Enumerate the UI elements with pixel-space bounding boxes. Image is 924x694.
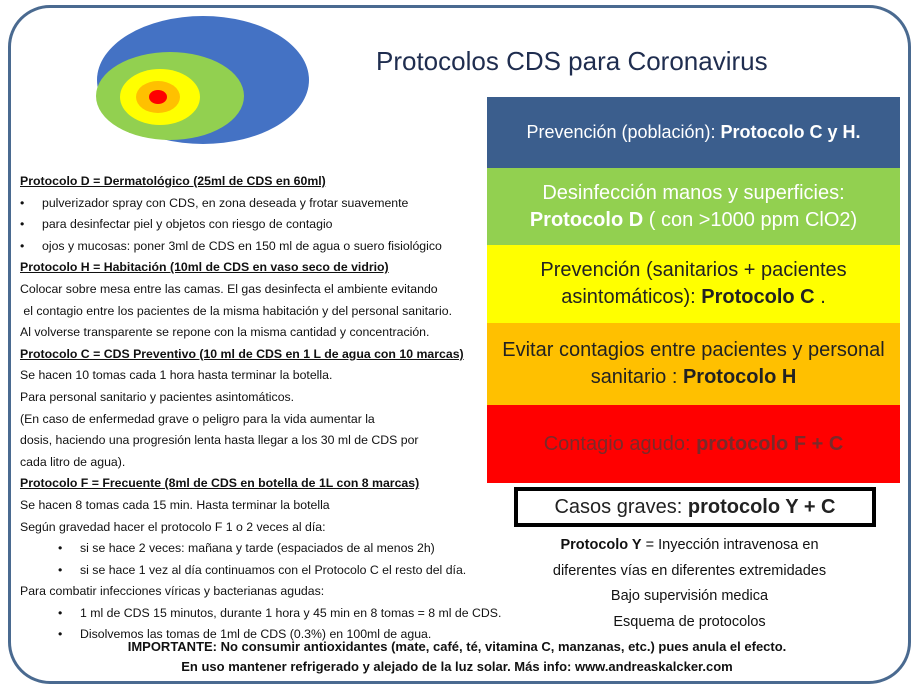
text-line: Se hacen 10 tomas cada 1 hora hasta term…	[20, 368, 333, 383]
list-item: 1 ml de CDS 15 minutos, durante 1 hora y…	[20, 603, 501, 625]
box-text: Contagio agudo:	[543, 432, 697, 455]
protocol-details: Protocolo D = Dermatológico (25ml de CDS…	[20, 171, 501, 646]
text-line: Al volverse transparente se repone con l…	[20, 325, 430, 340]
text-line: Para personal sanitario y pacientes asin…	[20, 389, 295, 404]
box-severe-cases: Casos graves: protocolo Y + C	[514, 487, 876, 527]
list-item: para desinfectar piel y objetos con ries…	[20, 214, 501, 236]
text-line: Colocar sobre mesa entre las camas. El g…	[20, 281, 438, 296]
box-disinfection: Desinfección manos y superficies: Protoc…	[487, 168, 900, 245]
protocol-f-heading: Protocolo F = Frecuente (8ml de CDS en b…	[20, 476, 420, 491]
box-prevention-population: Prevención (población): Protocolo C y H.	[487, 97, 900, 168]
page-title: Protocolos CDS para Coronavirus	[376, 46, 768, 76]
text-line: Según gravedad hacer el protocolo F 1 o …	[20, 519, 326, 534]
box-text-tail: .	[814, 286, 826, 308]
box-protocol: protocolo F + C	[696, 432, 844, 455]
box-text: Prevención (población):	[526, 122, 721, 142]
list-item: si se hace 2 veces: mañana y tarde (espa…	[20, 538, 501, 560]
protocol-d-heading: Protocolo D = Dermatológico (25ml de CDS…	[20, 174, 326, 188]
box-text: Casos graves:	[554, 495, 688, 518]
box-protocol: protocolo Y + C	[687, 495, 836, 518]
text-line: (En caso de enfermedad grave o peligro p…	[20, 411, 375, 426]
text-line: Bajo supervisión medica	[610, 588, 769, 604]
protocol-y-label: Protocolo Y	[560, 537, 642, 553]
box-protocol: Protocolo C	[701, 286, 815, 308]
box-text: Prevención (sanitarios + pacientes asint…	[540, 259, 847, 308]
protocol-h-heading: Protocolo H = Habitación (10ml de CDS en…	[20, 260, 389, 275]
footer-line: En uso mantener refrigerado y alejado de…	[181, 659, 733, 674]
text-line: dosis, haciendo una progresión lenta has…	[20, 433, 419, 448]
text-line: cada litro de agua).	[20, 454, 126, 469]
box-protocol: Protocolo D	[529, 208, 644, 231]
text-line: el contagio entre los pacientes de la mi…	[20, 303, 453, 318]
text-line: Para combatir infecciones víricas y bact…	[20, 584, 325, 599]
text-line: diferentes vías en diferentes extremidad…	[552, 562, 827, 579]
box-protocol: Protocolo C y H.	[720, 122, 861, 142]
list-item: Disolvemos las tomas de 1ml de CDS (0.3%…	[20, 624, 501, 646]
text-line: Esquema de protocolos	[613, 613, 766, 630]
text-line: Se hacen 8 tomas cada 15 min. Hasta term…	[20, 497, 330, 512]
list-item: ojos y mucosas: poner 3ml de CDS en 150 …	[20, 236, 501, 258]
box-acute-contagion: Contagio agudo: protocolo F + C	[487, 405, 900, 483]
list-item: pulverizador spray con CDS, en zona dese…	[20, 193, 501, 215]
box-text: Desinfección manos y superficies:	[542, 181, 845, 204]
important-footer: IMPORTANTE: No consumir antioxidantes (m…	[0, 637, 914, 677]
protocol-c-heading: Protocolo C = CDS Preventivo (10 ml de C…	[20, 346, 464, 361]
footer-line: IMPORTANTE: No consumir antioxidantes (m…	[127, 639, 787, 654]
ring-red	[149, 90, 167, 104]
list-item: si se hace 1 vez al día continuamos con …	[20, 560, 501, 582]
box-protocol: Protocolo H	[682, 366, 797, 388]
poster-frame	[8, 5, 911, 684]
text-line: = Inyección intravenosa en	[641, 537, 819, 553]
protocol-y-notes: Protocolo Y = Inyección intravenosa en d…	[487, 533, 892, 635]
box-text-tail: ( con >1000 ppm ClO2)	[643, 208, 858, 231]
box-prevention-health-staff: Prevención (sanitarios + pacientes asint…	[487, 245, 900, 323]
box-avoid-contagion: Evitar contagios entre pacientes y perso…	[487, 323, 900, 405]
box-text: Evitar contagios entre pacientes y perso…	[502, 339, 885, 388]
